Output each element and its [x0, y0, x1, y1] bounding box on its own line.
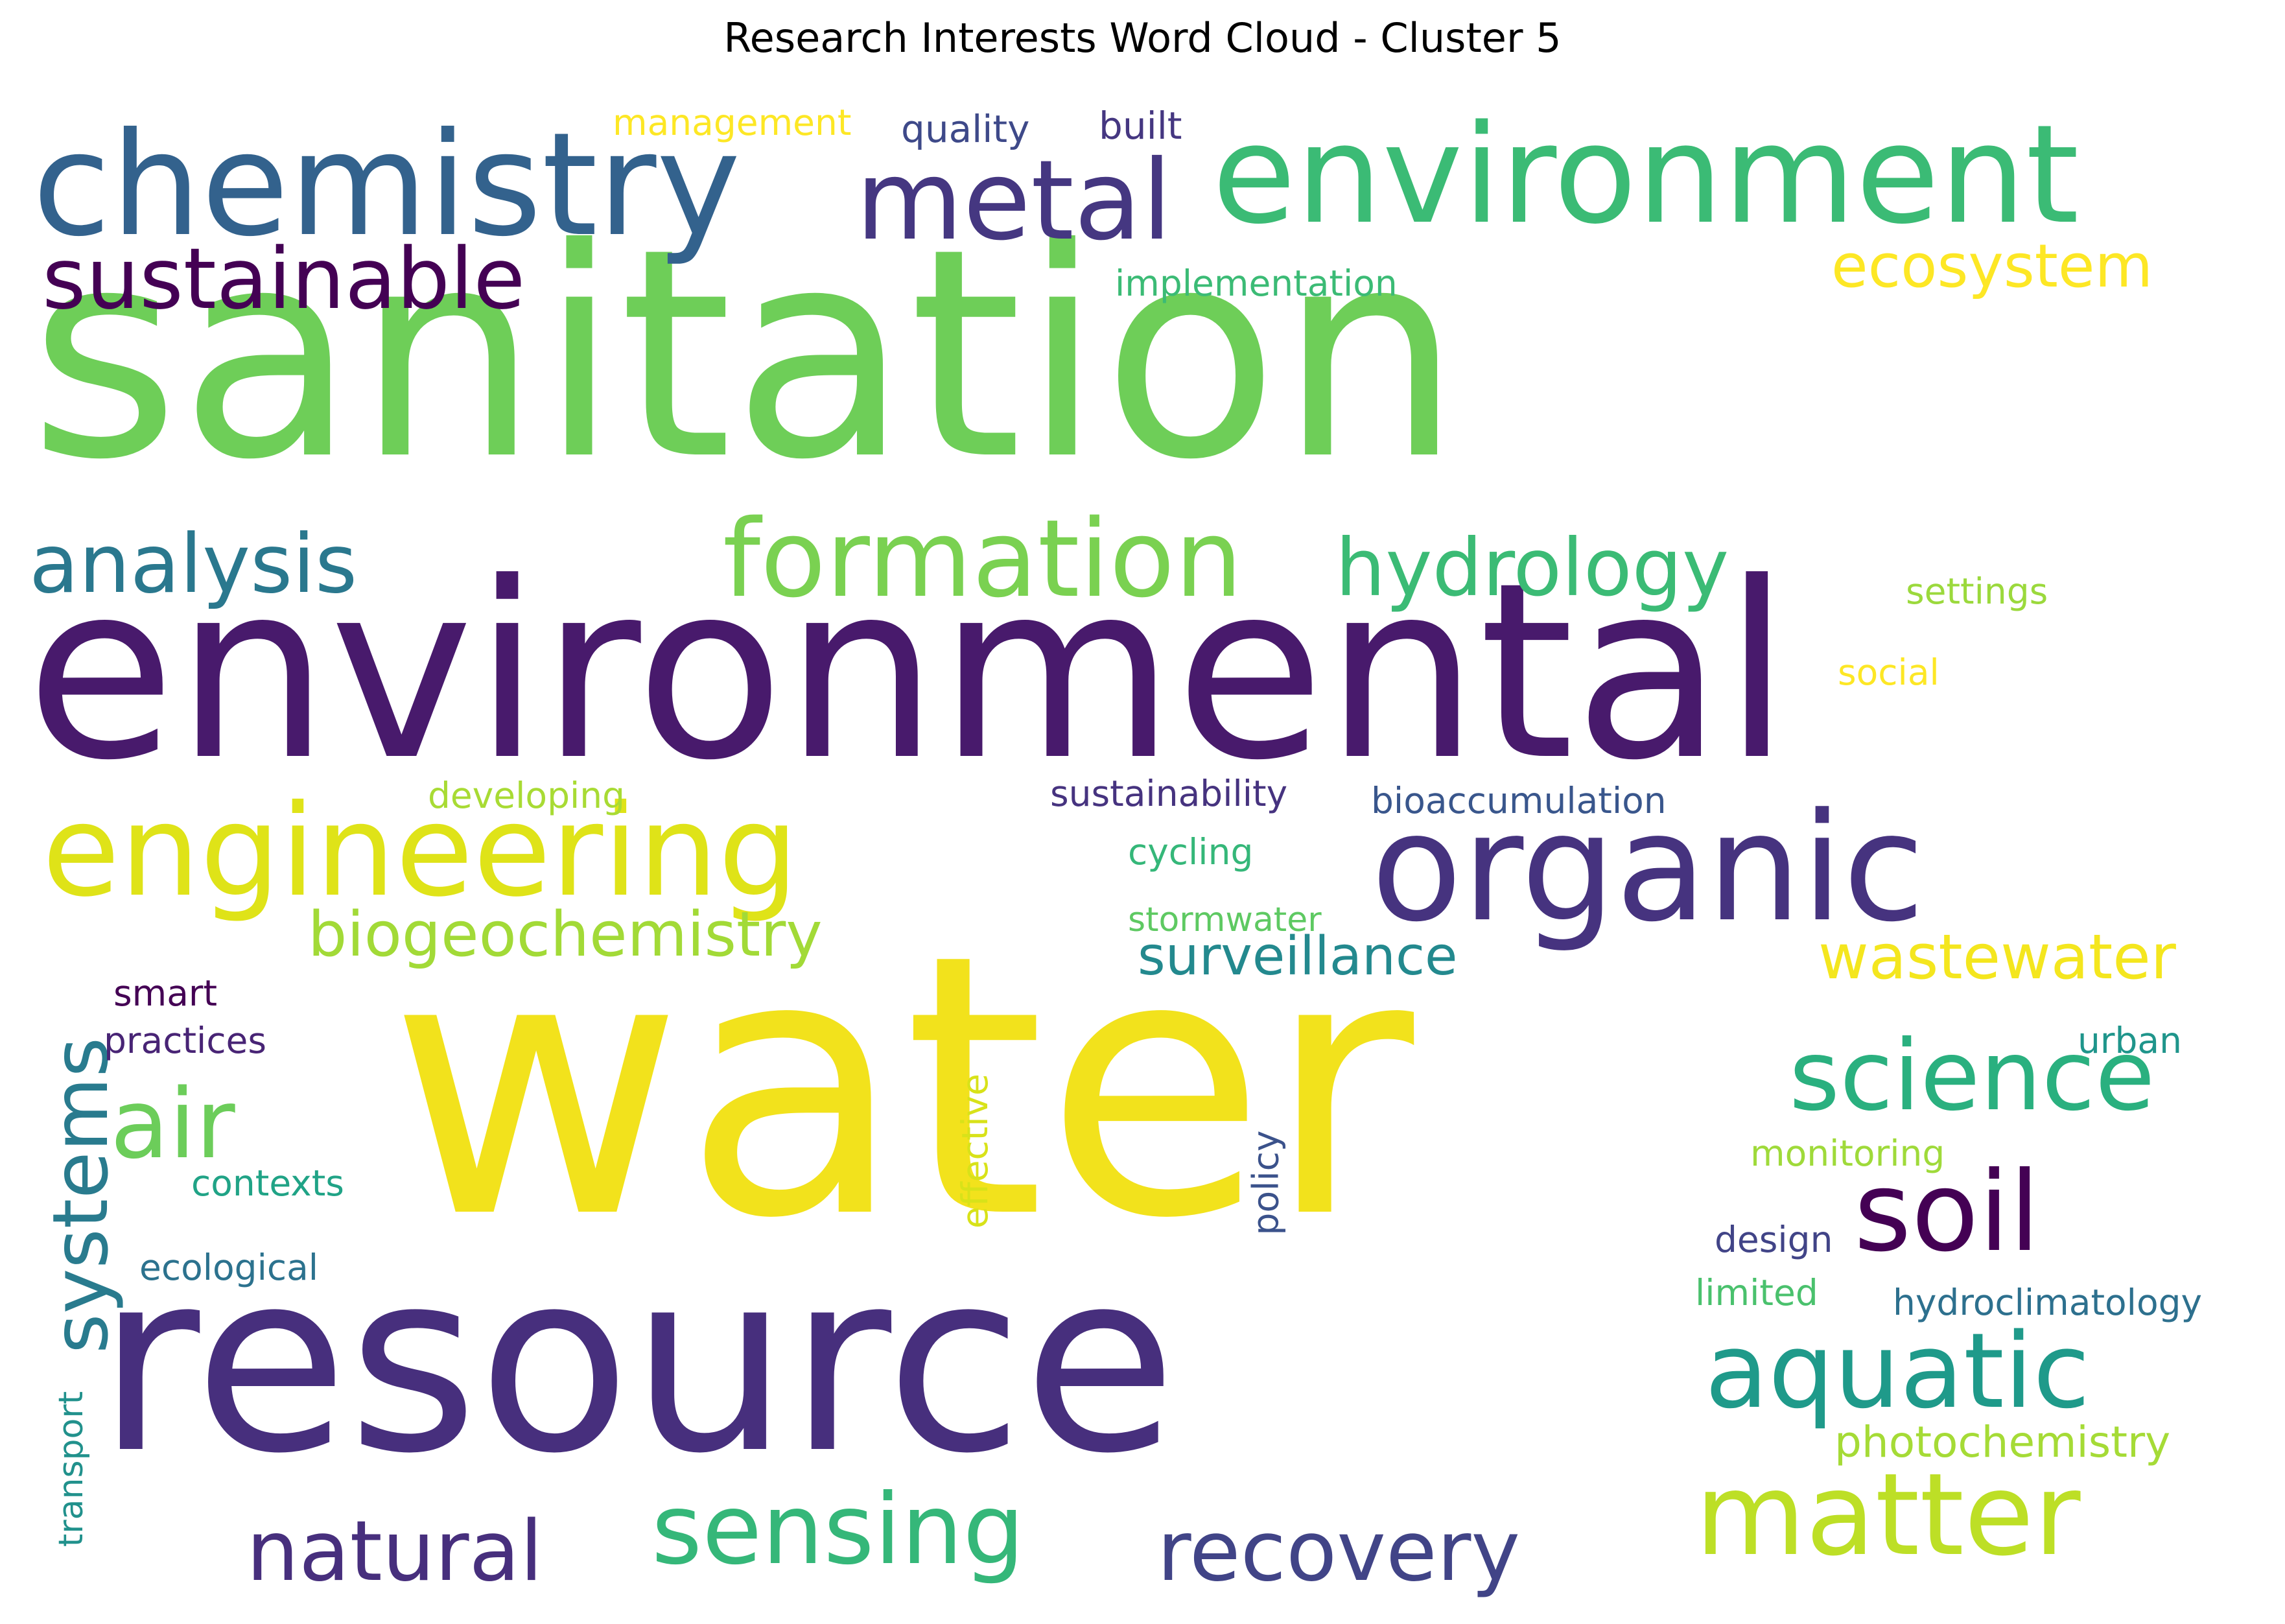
word-formation: formation	[723, 497, 1243, 621]
word-science: science	[1789, 1020, 2155, 1133]
word-monitoring: monitoring	[1750, 1133, 1945, 1174]
word-air: air	[110, 1068, 235, 1180]
word-resource: resource	[97, 1218, 1177, 1508]
word-matter: matter	[1695, 1450, 2081, 1581]
word-analysis: analysis	[29, 517, 358, 611]
word-sanitation: sanitation	[29, 187, 1462, 523]
word-urban: urban	[2078, 1020, 2182, 1061]
word-sustainable: sustainable	[42, 229, 526, 328]
word-organic: organic	[1371, 782, 1925, 955]
word-hydroclimatology: hydroclimatology	[1893, 1282, 2203, 1323]
word-sustainability: sustainability	[1050, 773, 1288, 814]
word-effective: effective	[954, 1073, 996, 1229]
word-cycling: cycling	[1128, 831, 1254, 873]
word-sensing: sensing	[651, 1474, 1025, 1586]
word-ecological: ecological	[139, 1247, 319, 1288]
word-ecosystem: ecosystem	[1831, 231, 2153, 301]
word-quality: quality	[901, 107, 1030, 151]
word-implementation: implementation	[1115, 263, 1398, 304]
word-photochemistry: photochemistry	[1834, 1417, 2171, 1467]
word-environmental: environmental	[26, 531, 1791, 814]
word-built: built	[1099, 104, 1182, 148]
word-surveillance: surveillance	[1138, 926, 1458, 987]
word-social: social	[1838, 652, 1939, 693]
word-stormwater: stormwater	[1128, 900, 1322, 939]
word-limited: limited	[1695, 1272, 1818, 1313]
word-recovery: recovery	[1157, 1503, 1521, 1600]
word-transport: transport	[52, 1391, 91, 1548]
word-soil: soil	[1854, 1148, 2041, 1277]
word-wastewater: wastewater	[1818, 922, 2176, 993]
word-environment: environment	[1212, 95, 2080, 254]
word-biogeochemistry: biogeochemistry	[308, 899, 823, 971]
word-natural: natural	[246, 1503, 543, 1600]
word-management: management	[613, 102, 852, 143]
chart-title: Research Interests Word Cloud - Cluster …	[723, 14, 1562, 62]
word-policy: policy	[1245, 1130, 1287, 1236]
word-developing: developing	[428, 775, 626, 816]
word-settings: settings	[1906, 571, 2048, 612]
word-bioaccumulation: bioaccumulation	[1371, 780, 1667, 821]
word-metal: metal	[856, 137, 1173, 265]
word-engineering: engineering	[42, 777, 799, 924]
word-contexts: contexts	[191, 1162, 344, 1204]
word-practices: practices	[104, 1020, 267, 1061]
word-water: water	[389, 878, 1414, 1297]
word-systems: systems	[36, 1037, 126, 1354]
word-aquatic: aquatic	[1705, 1310, 2091, 1431]
word-hydrology: hydrology	[1335, 522, 1729, 614]
word-chemistry: chemistry	[32, 102, 741, 268]
word-design: design	[1715, 1219, 1833, 1260]
word-smart: smart	[113, 972, 218, 1014]
